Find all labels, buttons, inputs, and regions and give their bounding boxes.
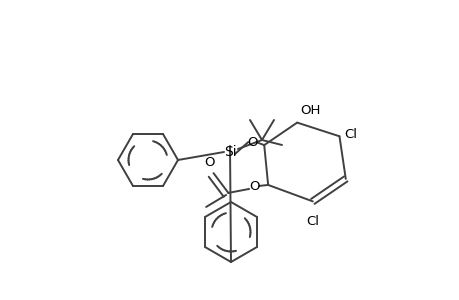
Text: Si: Si [223, 145, 236, 159]
Text: O: O [248, 180, 259, 194]
Text: Cl: Cl [306, 215, 319, 228]
Text: Cl: Cl [344, 128, 357, 141]
Text: O: O [203, 156, 214, 169]
Text: O: O [246, 136, 257, 148]
Text: OH: OH [300, 103, 320, 117]
